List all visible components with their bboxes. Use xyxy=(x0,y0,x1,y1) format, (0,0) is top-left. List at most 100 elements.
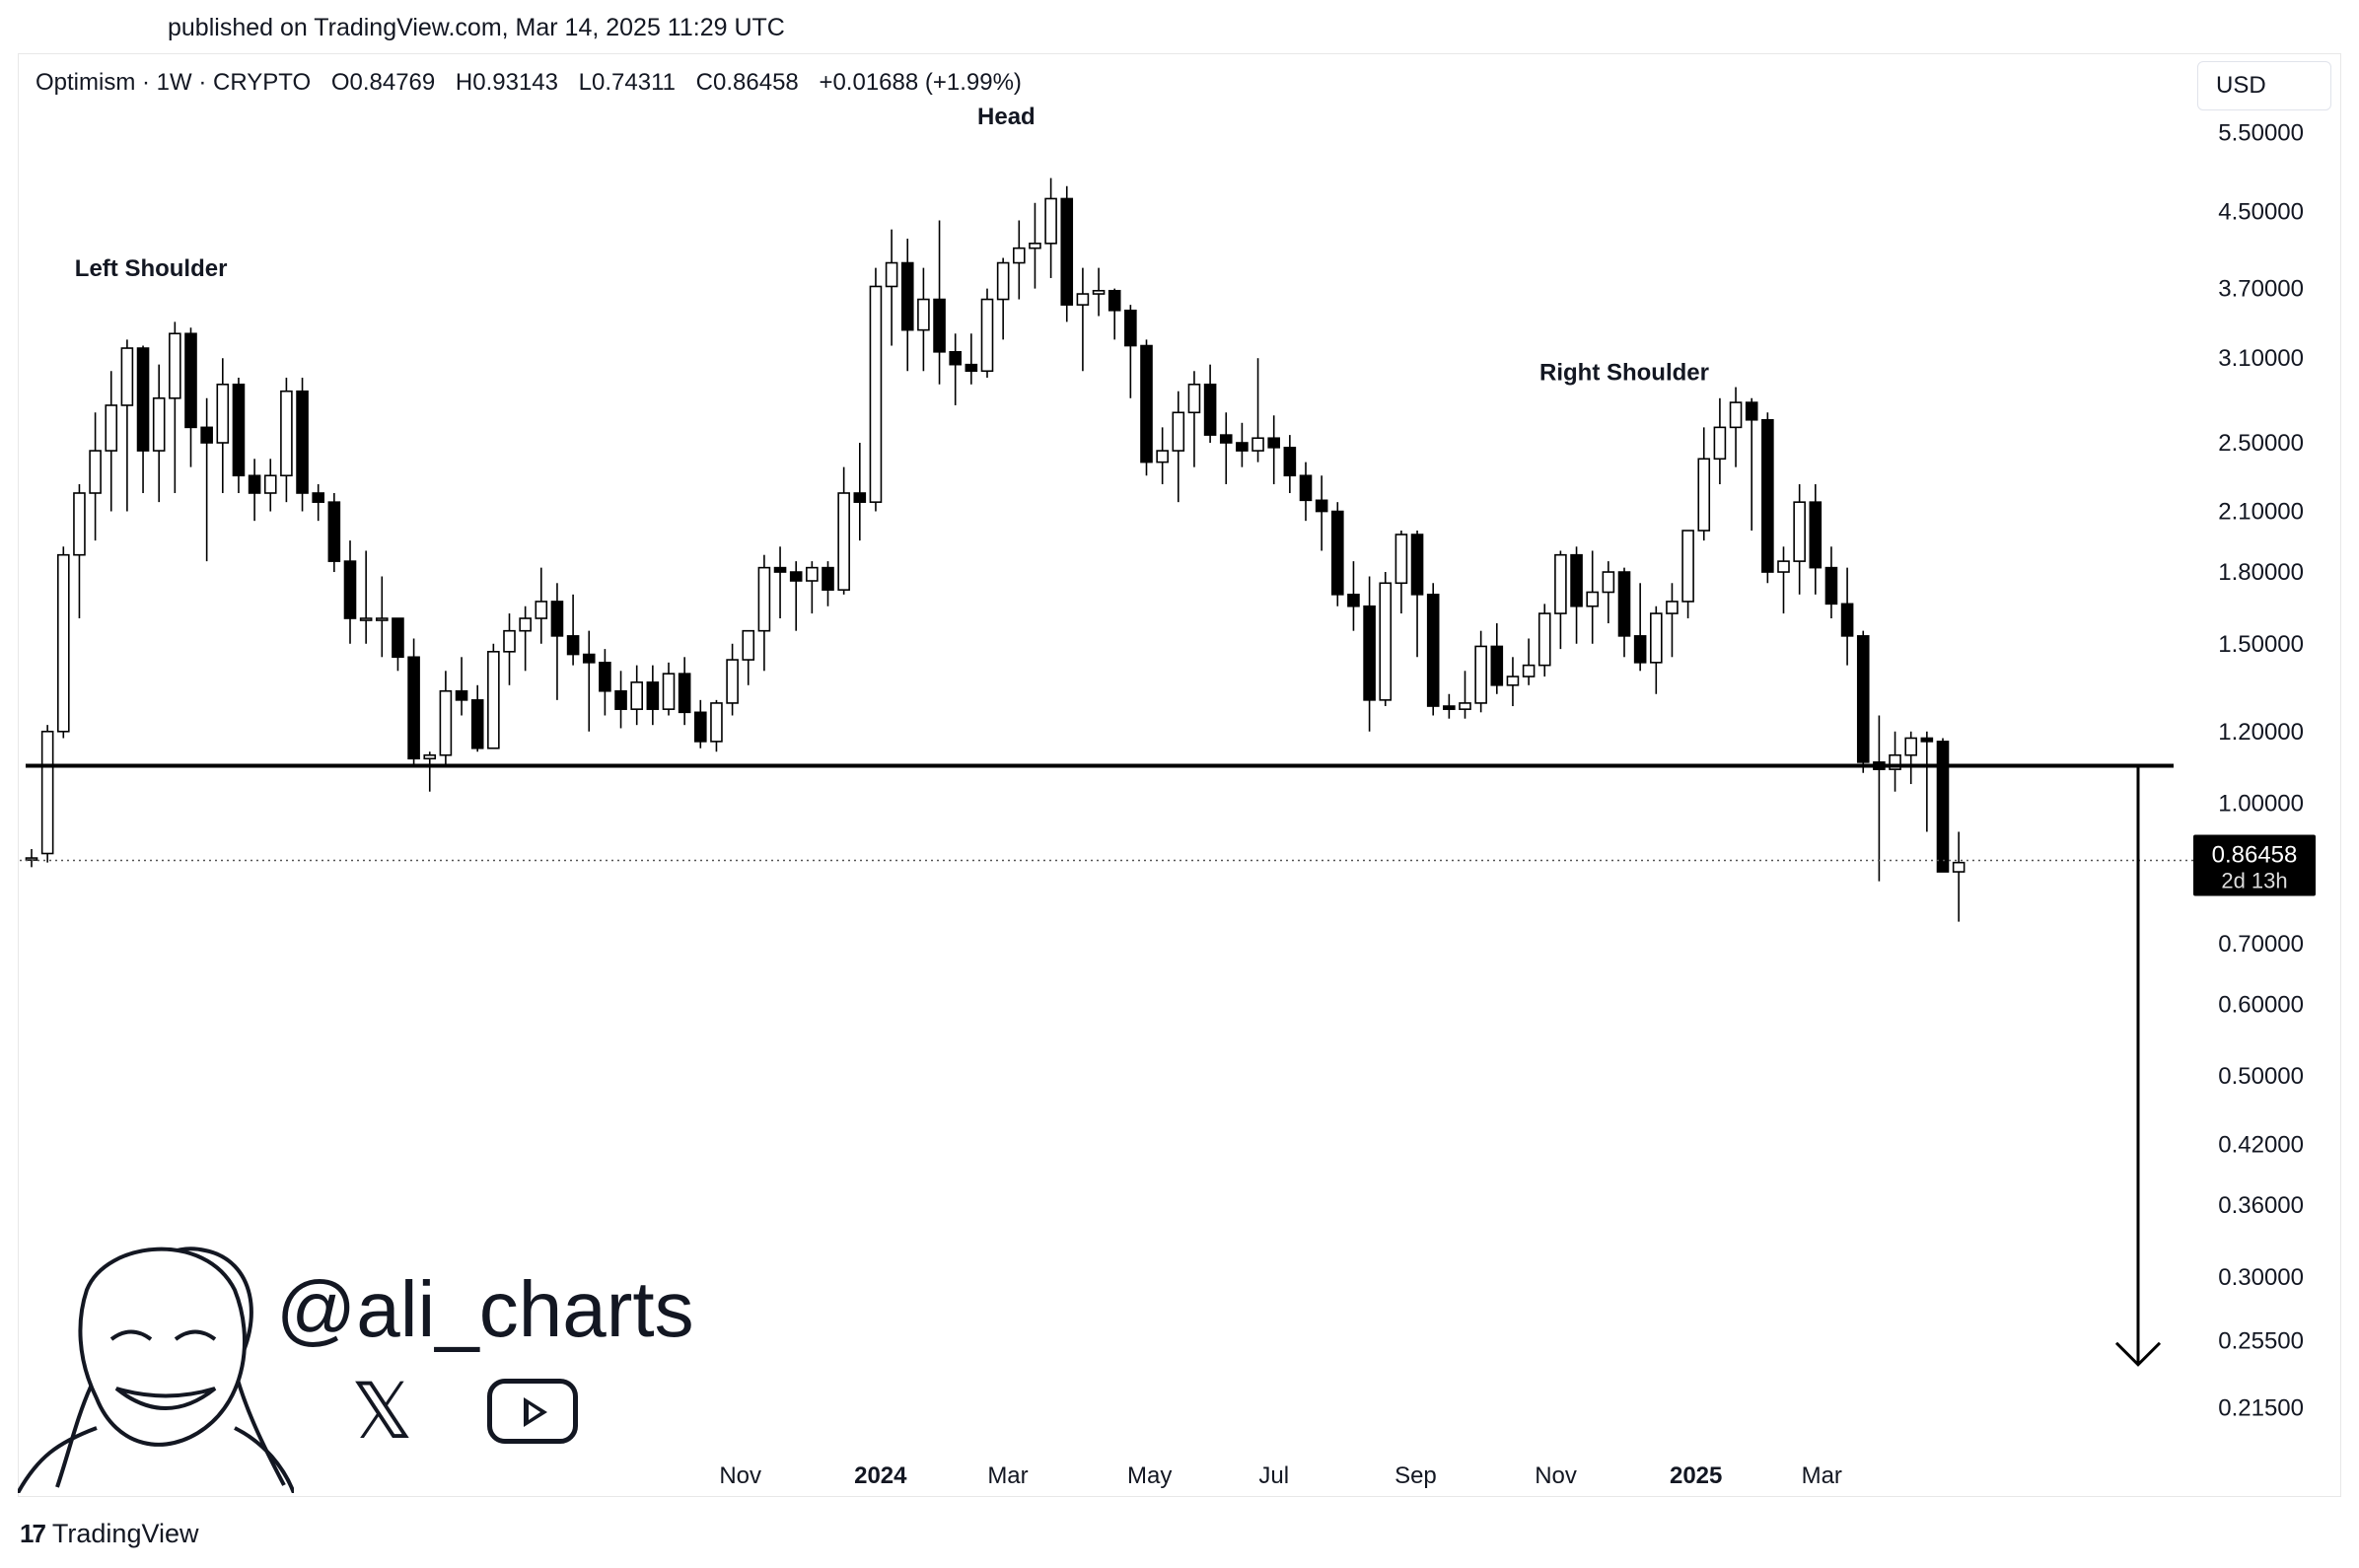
candle-body xyxy=(1187,383,1201,414)
candle xyxy=(566,594,580,666)
candle xyxy=(1379,572,1393,707)
candle-body xyxy=(1443,705,1456,710)
candle xyxy=(1315,475,1328,551)
candle xyxy=(742,629,755,685)
symbol-name[interactable]: Optimism · 1W · CRYPTO xyxy=(36,69,312,96)
candle xyxy=(25,848,38,868)
candle-body xyxy=(184,332,197,429)
price-tick: 3.10000 xyxy=(2218,345,2304,372)
candle-body xyxy=(1013,247,1026,264)
candle-body xyxy=(1537,612,1551,667)
candle xyxy=(519,606,532,672)
high-value: H0.93143 xyxy=(455,69,558,96)
candle xyxy=(1824,546,1838,619)
price-tick: 0.42000 xyxy=(2218,1132,2304,1159)
candle xyxy=(1713,397,1727,485)
candle-body xyxy=(407,656,420,760)
candle xyxy=(280,377,293,503)
pattern-label: Left Shoulder xyxy=(75,255,228,282)
candle-body xyxy=(375,617,389,621)
candle xyxy=(1474,630,1487,713)
candle-body xyxy=(1889,753,1901,770)
time-tick: 2025 xyxy=(1670,1462,1722,1489)
candle-body xyxy=(1203,383,1217,436)
candle-body xyxy=(630,681,644,710)
candle-body xyxy=(1840,603,1854,637)
candle-body xyxy=(1236,442,1249,452)
candle-body xyxy=(1156,450,1169,463)
candle-body xyxy=(1856,635,1870,763)
candle-body xyxy=(1904,737,1917,756)
candle xyxy=(89,412,102,541)
candle xyxy=(1506,657,1520,707)
time-tick: Mar xyxy=(1802,1462,1842,1489)
candle-body xyxy=(40,730,54,855)
x-logo-icon[interactable]: 𝕏 xyxy=(351,1368,413,1455)
close-value: C0.86458 xyxy=(695,69,799,96)
candle xyxy=(1681,530,1694,619)
candle-body xyxy=(1554,553,1567,614)
candle-body xyxy=(1394,534,1408,585)
candles-layer xyxy=(25,178,1966,922)
candle-body xyxy=(662,673,676,710)
youtube-play-icon[interactable] xyxy=(487,1379,578,1444)
candle xyxy=(949,333,963,405)
published-caption: published on TradingView.com, Mar 14, 20… xyxy=(168,14,785,41)
candle xyxy=(900,239,914,372)
candle xyxy=(1363,576,1376,732)
open-value: O0.84769 xyxy=(330,69,436,96)
candle-body xyxy=(1283,447,1297,477)
candle-body xyxy=(1586,591,1599,607)
candle xyxy=(869,267,883,512)
candle xyxy=(1156,427,1169,485)
candle xyxy=(630,665,644,726)
price-tick: 0.60000 xyxy=(2218,991,2304,1018)
candle xyxy=(1060,185,1074,322)
candle-body xyxy=(949,351,963,366)
candle-body xyxy=(1522,664,1536,677)
candle xyxy=(120,339,134,512)
candle-body xyxy=(996,261,1010,301)
candle-body xyxy=(742,629,755,661)
candle-body xyxy=(1713,426,1727,461)
candle xyxy=(1076,267,1090,372)
candle-body xyxy=(1060,197,1074,306)
price-tick: 1.20000 xyxy=(2218,719,2304,746)
candle xyxy=(503,613,516,685)
candle xyxy=(184,327,197,467)
candle xyxy=(216,358,230,493)
candle xyxy=(343,540,357,644)
candle-body xyxy=(1920,737,1934,743)
candle-body xyxy=(1729,401,1743,429)
candle xyxy=(1172,391,1185,503)
candle xyxy=(1856,630,1870,773)
tradingview-logo[interactable]: 17 TradingView xyxy=(20,1519,199,1549)
time-tick: Nov xyxy=(719,1462,761,1489)
candle xyxy=(1347,561,1360,631)
candle-body xyxy=(1793,501,1806,562)
candle-body xyxy=(1108,289,1121,312)
candle-body xyxy=(869,285,883,503)
candle-body xyxy=(1570,553,1583,607)
candle xyxy=(885,229,898,346)
candle xyxy=(1459,671,1471,719)
price-axis: 5.50000 4.50000 3.70000 3.10000 2.50000 2.100… xyxy=(2193,119,2316,1422)
candle xyxy=(853,443,867,541)
candle-body xyxy=(1459,702,1471,710)
candle xyxy=(1904,731,1917,785)
candle-body xyxy=(1490,645,1504,686)
candle xyxy=(263,459,277,512)
candle-body xyxy=(1650,612,1663,664)
tradingview-mark-icon: 17 xyxy=(20,1519,46,1548)
price-tick: 2.50000 xyxy=(2218,430,2304,457)
price-tick: 1.00000 xyxy=(2218,791,2304,818)
currency-button[interactable]: USD xyxy=(2197,61,2331,110)
candle xyxy=(312,484,325,522)
candle-body xyxy=(853,492,867,503)
candle xyxy=(1236,422,1249,467)
candle xyxy=(455,657,468,716)
candle-body xyxy=(312,492,325,503)
chart-panel[interactable] xyxy=(18,53,2341,1497)
candle xyxy=(1920,731,1934,832)
candle-body xyxy=(392,617,404,659)
